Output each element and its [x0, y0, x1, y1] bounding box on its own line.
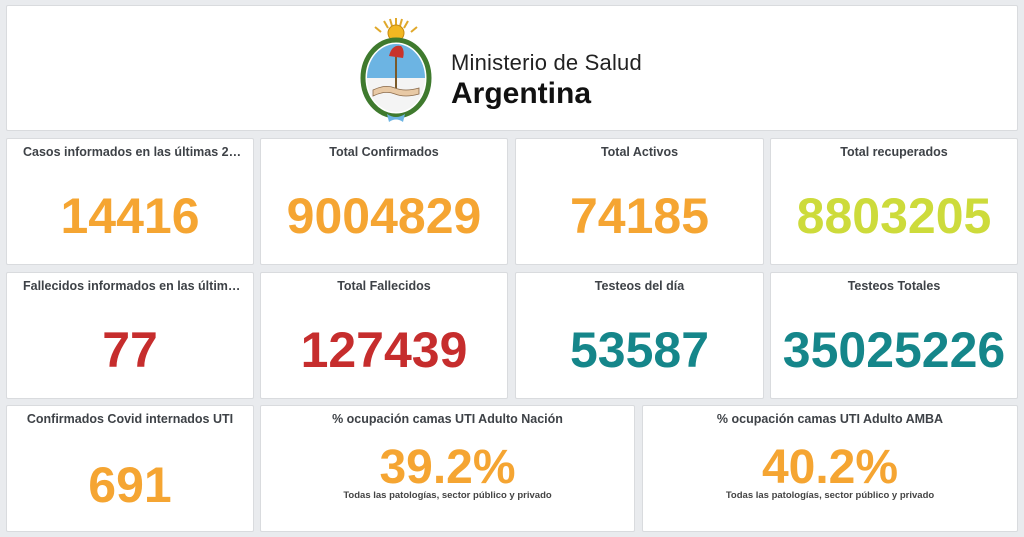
kpi-title: Total Fallecidos — [337, 279, 431, 293]
kpi-value: 14416 — [60, 188, 200, 244]
kpi-value: 691 — [88, 457, 172, 513]
kpi-value: 9004829 — [286, 188, 482, 244]
kpi-value: 39.2% — [379, 441, 516, 494]
kpi-value: 127439 — [300, 322, 468, 378]
header-panel: Ministerio de Salud Argentina — [6, 5, 1018, 131]
ministry-brand: Ministerio de Salud Argentina — [359, 16, 679, 126]
kpi-tests-total[interactable]: Testeos Totales 35025226 — [770, 272, 1018, 399]
ministry-name: Ministerio de Salud — [451, 50, 642, 75]
kpi-title: Total recuperados — [840, 145, 948, 159]
kpi-title: % ocupación camas UTI Adulto AMBA — [716, 412, 944, 426]
kpi-value: 53587 — [569, 322, 710, 378]
kpi-total-active[interactable]: Total Activos 74185 — [515, 138, 764, 265]
kpi-icu-covid[interactable]: Confirmados Covid internados UTI 691 — [6, 405, 254, 532]
kpi-value: 74185 — [569, 188, 710, 244]
kpi-deaths-24h[interactable]: Fallecidos informados en las últimas ...… — [6, 272, 254, 399]
kpi-total-deaths[interactable]: Total Fallecidos 127439 — [260, 272, 508, 399]
kpi-total-recovered[interactable]: Total recuperados 8803205 — [770, 138, 1018, 265]
kpi-value: 40.2% — [761, 441, 899, 494]
kpi-subtitle: Todas las patologías, sector público y p… — [343, 490, 552, 501]
kpi-tests-today[interactable]: Testeos del día 53587 — [515, 272, 764, 399]
kpi-cases-24h[interactable]: Casos informados en las últimas 24 ... 1… — [6, 138, 254, 265]
kpi-icu-occupancy-nation[interactable]: % ocupación camas UTI Adulto Nación 39.2… — [260, 405, 635, 532]
kpi-icu-occupancy-amba[interactable]: % ocupación camas UTI Adulto AMBA 40.2% … — [642, 405, 1018, 532]
kpi-title: % ocupación camas UTI Adulto Nación — [332, 412, 563, 426]
kpi-value: 35025226 — [782, 322, 1006, 378]
kpi-title: Testeos del día — [594, 279, 685, 293]
kpi-title: Casos informados en las últimas 24 ... — [23, 145, 250, 159]
kpi-title: Fallecidos informados en las últimas ... — [23, 279, 253, 293]
argentina-coat-of-arms-icon — [360, 18, 432, 122]
kpi-value: 8803205 — [796, 188, 992, 244]
kpi-subtitle: Todas las patologías, sector público y p… — [725, 490, 935, 501]
kpi-title: Total Confirmados — [329, 145, 439, 159]
kpi-title: Confirmados Covid internados UTI — [26, 412, 234, 426]
kpi-total-confirmed[interactable]: Total Confirmados 9004829 — [260, 138, 508, 265]
kpi-title: Total Activos — [600, 145, 679, 159]
country-name: Argentina — [451, 77, 592, 110]
kpi-title: Testeos Totales — [847, 279, 941, 293]
kpi-value: 77 — [102, 322, 158, 378]
ministry-title: Ministerio de Salud Argentina — [451, 50, 642, 111]
